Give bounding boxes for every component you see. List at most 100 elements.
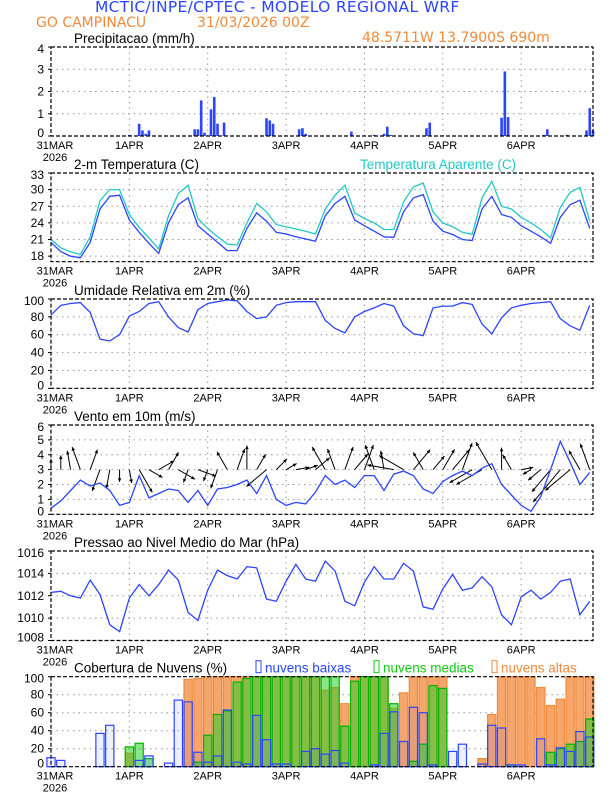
cloud-bar-nuvens-medias (349, 680, 360, 768)
cloud-bar-nuvens-baixas (203, 761, 213, 768)
wind-arrow (59, 455, 63, 470)
precip-bar (193, 129, 196, 136)
legend-label: nuvens baixas (265, 661, 352, 676)
wind-arrow-head (203, 477, 207, 482)
x-tick-label: 1APR (115, 518, 144, 530)
x-tick-label: 4APR (350, 645, 379, 657)
wind-arrow-head (327, 448, 331, 453)
wind-arrow-shaft (544, 469, 571, 491)
y-tick-label: 20 (31, 363, 45, 377)
wind-arrow (311, 446, 326, 470)
wind-arrow (315, 457, 330, 471)
wind-arrow-head (148, 488, 153, 493)
wind-arrow-head (129, 479, 133, 484)
x-tick-label: 6APR (507, 518, 536, 530)
cloud-bar-nuvens-baixas (575, 730, 585, 768)
precip-bar (428, 122, 432, 136)
wind-arrow (442, 449, 455, 470)
y-tick-label: 21 (31, 233, 45, 247)
x-tick-label: 6APR (507, 645, 536, 657)
wind-arrow-head (364, 445, 369, 450)
cloud-bar-nuvens-medias (232, 681, 242, 768)
y-tick-label: 30 (31, 183, 45, 197)
y-tick-label: 1 (37, 492, 44, 506)
wind-arrow-head (456, 481, 461, 485)
wind-arrow (256, 453, 267, 470)
wind-arrow-head (312, 446, 316, 451)
cloud-bar-nuvens-baixas (457, 743, 468, 768)
y-tick-label: 2 (37, 85, 44, 99)
x-tick-label: 6APR (507, 392, 536, 404)
wind-arrow (158, 460, 175, 471)
wind-arrow (148, 469, 163, 478)
wind-arrow-head (364, 453, 368, 458)
x-tick-label: 3APR (272, 266, 301, 278)
precip-bar (500, 117, 503, 136)
y-tick-label: 5 (37, 433, 44, 447)
cloud-bar-nuvens-medias (428, 685, 438, 768)
y-tick-label: 20 (31, 742, 45, 756)
y-tick-label: 18 (31, 249, 45, 263)
series-line-velocidade (50, 439, 591, 513)
x-tick-label: 3APR (272, 645, 301, 657)
panel-title: Umidade Relativa em 2m (%) (74, 283, 250, 298)
wind-arrow (452, 449, 470, 470)
wind-arrow-head (426, 449, 431, 454)
cloud-bar-nuvens-altas (516, 676, 526, 768)
wind-arrow-head (325, 457, 330, 462)
precip-bar (588, 108, 592, 136)
cloud-bar-nuvens-altas (506, 676, 517, 768)
wind-arrow (89, 449, 98, 470)
cloud-bar-nuvens-medias (291, 676, 301, 768)
cloud-bar-nuvens-baixas (487, 724, 497, 768)
precip-bar (203, 132, 206, 136)
cloud-bar-nuvens-baixas (585, 736, 595, 768)
plot-frame (50, 424, 594, 515)
wind-arrow-head (545, 486, 550, 491)
main-title: MCTIC/INPE/CPTEC - MODELO REGIONAL WRF (95, 0, 460, 16)
wind-arrow (521, 466, 534, 471)
wind-arrow (71, 446, 81, 470)
plot-frame (50, 46, 594, 137)
y-tick-label: 1012 (17, 589, 44, 603)
wind-arrow-head (413, 452, 417, 457)
wind-arrow-head (158, 474, 163, 478)
precip-bar (350, 131, 353, 136)
wind-arrow-shaft (442, 449, 455, 470)
wind-arrow (499, 447, 504, 470)
precip-bar (222, 122, 226, 136)
cloud-bar-nuvens-medias (124, 746, 135, 768)
wind-arrow-shaft (363, 444, 374, 470)
wind-arrow-head (175, 452, 179, 457)
x-tick-label: 2APR (193, 518, 222, 530)
wind-arrow (168, 452, 179, 470)
wind-arrow (210, 469, 218, 489)
plot-frame (50, 298, 594, 389)
x-tick-label: 6APR (507, 771, 536, 783)
wind-arrow-head (245, 445, 249, 450)
x-tick-label: 4APR (350, 392, 379, 404)
cloud-bar-nuvens-baixas (183, 701, 193, 768)
cloud-bar-nuvens-baixas (173, 699, 184, 768)
wind-arrow (91, 469, 101, 492)
panel-title: Vento em 10m (m/s) (74, 409, 196, 424)
x-tick-label: 31MAR (37, 266, 74, 278)
cloud-bar-nuvens-baixas (232, 761, 242, 768)
precip-bar (301, 128, 304, 136)
y-tick-label: 1010 (17, 611, 44, 625)
x-tick-label: 2APR (193, 645, 222, 657)
wind-arrow-shaft (138, 469, 153, 493)
y-tick-label: 1008 (17, 631, 44, 645)
wind-arrow-shaft (378, 455, 404, 471)
cloud-bar-nuvens-baixas (536, 738, 546, 768)
wind-arrow-head (183, 478, 187, 483)
wind-arrow-shaft (311, 446, 326, 470)
wind-arrow (128, 469, 133, 484)
y-tick-label: 1 (37, 107, 44, 121)
wind-arrow-shaft (91, 469, 101, 492)
cloud-bar-nuvens-medias (242, 677, 252, 768)
x-year-label: 2026 (43, 278, 67, 290)
cloud-bar-nuvens-baixas (398, 740, 409, 768)
cloud-bar-nuvens-medias (340, 725, 350, 768)
wind-arrow (327, 448, 336, 470)
